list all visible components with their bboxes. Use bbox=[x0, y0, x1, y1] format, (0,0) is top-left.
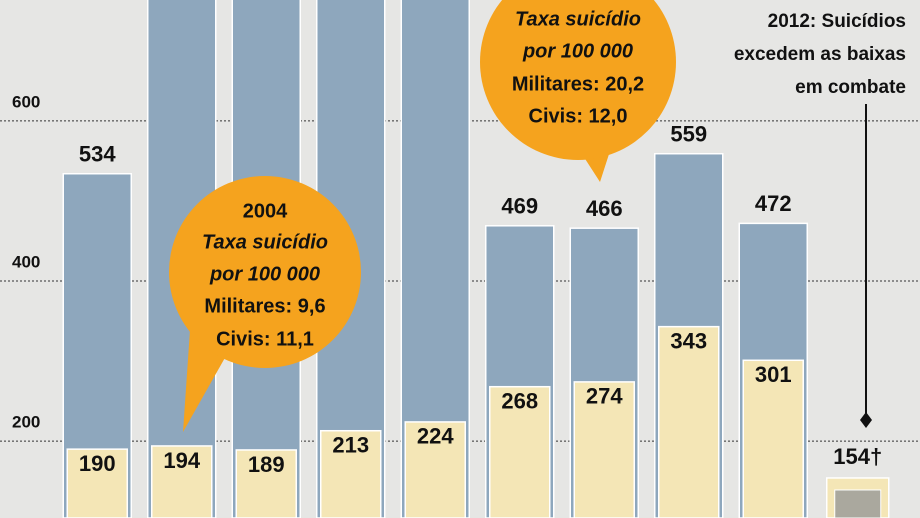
y-tick-label: 600 bbox=[12, 92, 40, 111]
bar bbox=[235, 449, 297, 518]
annotation: Taxa suicídio bbox=[202, 231, 328, 253]
bar bbox=[742, 359, 804, 518]
bar bbox=[320, 429, 382, 518]
annotation: 2012: Suicídios bbox=[768, 11, 906, 32]
value-label: 466 bbox=[586, 196, 623, 221]
value-label: 154† bbox=[833, 444, 882, 469]
value-label: 190 bbox=[79, 451, 116, 476]
annotation: excedem as baixas bbox=[734, 44, 906, 65]
value-label: 559 bbox=[670, 122, 707, 147]
annotation: em combate bbox=[795, 77, 906, 98]
value-label: 301 bbox=[755, 362, 792, 387]
bar bbox=[151, 445, 213, 518]
bubble bbox=[480, 0, 676, 160]
value-label: 469 bbox=[501, 194, 538, 219]
y-tick-label: 400 bbox=[12, 253, 40, 272]
pointer-diamond bbox=[860, 412, 872, 428]
value-label: 534 bbox=[79, 142, 116, 167]
annotation: Militares: 20,2 bbox=[512, 73, 644, 95]
bar bbox=[573, 381, 635, 518]
value-label: 213 bbox=[332, 433, 369, 458]
annotation: por 100 000 bbox=[209, 263, 320, 285]
annotation: Taxa suicídio bbox=[515, 8, 641, 30]
y-tick-label: 200 bbox=[12, 413, 40, 432]
bar bbox=[489, 385, 551, 518]
bar bbox=[404, 421, 466, 518]
note-box bbox=[730, 2, 915, 102]
annotation: 2004 bbox=[243, 200, 288, 222]
value-label: 268 bbox=[501, 389, 538, 414]
bar bbox=[834, 489, 882, 518]
annotation: Militares: 9,6 bbox=[204, 295, 325, 317]
bubble bbox=[169, 176, 361, 368]
value-label: 472 bbox=[755, 191, 792, 216]
bars: 534 190 194 189 213 224 469 268 466 274 559 343 472 3… bbox=[62, 0, 890, 518]
value-label: 224 bbox=[417, 424, 454, 449]
annotation: por 100 000 bbox=[522, 40, 633, 62]
annotations: 2004 Taxa suicídio por 100 000 Militares: 9… bbox=[169, 0, 915, 432]
value-label: 194 bbox=[163, 448, 200, 473]
value-label: 274 bbox=[586, 384, 623, 409]
annotation: Civis: 12,0 bbox=[529, 105, 628, 127]
value-label: 343 bbox=[670, 328, 707, 353]
annotation: Civis: 11,1 bbox=[216, 328, 314, 350]
value-label: 189 bbox=[248, 452, 285, 477]
bar bbox=[658, 325, 720, 518]
